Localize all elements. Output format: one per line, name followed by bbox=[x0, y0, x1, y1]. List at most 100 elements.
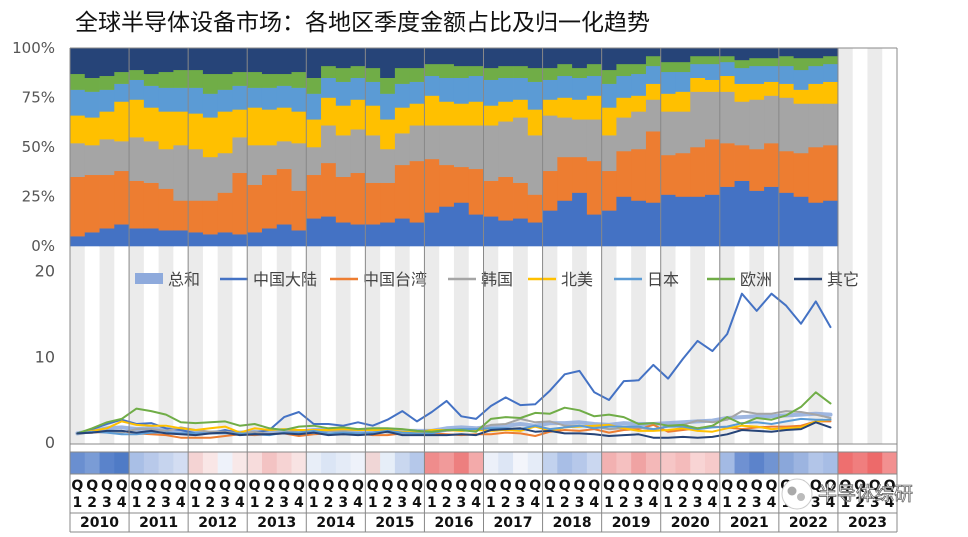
area-seg-5-q5 bbox=[143, 73, 160, 86]
quarter-letter-21: Q bbox=[382, 478, 394, 494]
heat-cell-q0 bbox=[70, 452, 86, 474]
area-seg-6-q41 bbox=[675, 48, 691, 63]
quarter-number-45: 2 bbox=[737, 495, 747, 511]
area-seg-5-q42 bbox=[690, 55, 706, 65]
heat-cell-q40 bbox=[660, 452, 676, 474]
area-seg-5-q16 bbox=[306, 77, 322, 94]
area-seg-6-q4 bbox=[129, 48, 145, 71]
area-seg-3-q48 bbox=[778, 83, 795, 98]
area-seg-0-q20 bbox=[365, 224, 381, 247]
quarter-number-39: 4 bbox=[648, 495, 658, 511]
area-seg-0-q19 bbox=[350, 224, 366, 247]
heat-cell-q21 bbox=[380, 452, 396, 474]
area-seg-4-q2 bbox=[99, 89, 115, 112]
quarter-letter-5: Q bbox=[145, 478, 157, 494]
area-seg-6-q17 bbox=[321, 48, 337, 67]
heat-cell-q7 bbox=[173, 452, 189, 474]
area-seg-6-q50 bbox=[808, 48, 824, 59]
area-seg-2-q28 bbox=[483, 125, 499, 181]
area-seg-1-q14 bbox=[276, 168, 292, 225]
area-seg-5-q22 bbox=[394, 67, 411, 84]
quarter-letter-16: Q bbox=[308, 478, 320, 494]
area-seg-5-q24 bbox=[424, 63, 440, 77]
quarter-number-11: 4 bbox=[235, 495, 245, 511]
quarter-letter-1: Q bbox=[86, 478, 98, 494]
area-seg-5-q47 bbox=[764, 57, 780, 67]
area-seg-1-q8 bbox=[188, 200, 204, 233]
area-seg-3-q21 bbox=[380, 119, 396, 150]
area-seg-1-q28 bbox=[483, 180, 499, 217]
area-seg-2-q26 bbox=[453, 125, 470, 168]
area-seg-3-q51 bbox=[823, 81, 839, 104]
area-seg-0-q41 bbox=[675, 196, 691, 247]
area-seg-4-q4 bbox=[129, 79, 145, 100]
heat-cell-q50 bbox=[808, 452, 824, 474]
area-seg-1-q20 bbox=[365, 182, 381, 225]
quarter-letter-27: Q bbox=[470, 478, 482, 494]
legend-swatch-0 bbox=[135, 273, 163, 284]
area-seg-4-q31 bbox=[527, 81, 543, 110]
heat-cell-q33 bbox=[557, 452, 573, 474]
heat-cell-q41 bbox=[675, 452, 691, 474]
area-seg-1-q2 bbox=[99, 174, 115, 229]
area-seg-4-q29 bbox=[498, 77, 514, 102]
area-seg-1-q9 bbox=[202, 200, 219, 235]
area-seg-2-q33 bbox=[557, 117, 573, 158]
area-seg-3-q44 bbox=[719, 75, 735, 92]
heat-cell-q2 bbox=[99, 452, 115, 474]
quarter-number-3: 4 bbox=[117, 495, 127, 511]
area-seg-3-q33 bbox=[557, 97, 573, 118]
heat-cell-q1 bbox=[84, 452, 100, 474]
area-seg-6-q40 bbox=[660, 48, 676, 63]
area-seg-5-q36 bbox=[601, 69, 617, 84]
area-seg-5-q37 bbox=[616, 63, 632, 77]
band-q52 bbox=[837, 48, 853, 444]
area-seg-6-q22 bbox=[394, 48, 411, 69]
area-seg-5-q50 bbox=[808, 57, 824, 67]
area-seg-3-q42 bbox=[690, 77, 706, 92]
area-seg-4-q48 bbox=[778, 65, 795, 84]
area-seg-0-q48 bbox=[778, 192, 795, 247]
area-seg-5-q20 bbox=[365, 67, 381, 82]
area-seg-6-q38 bbox=[631, 48, 647, 65]
heat-cell-q10 bbox=[217, 452, 233, 474]
stacked-area-plot bbox=[70, 48, 839, 247]
share-tick-1: 25% bbox=[22, 188, 55, 206]
area-seg-4-q11 bbox=[232, 85, 248, 110]
area-seg-6-q51 bbox=[823, 48, 839, 57]
watermark: 半导体综研 bbox=[781, 478, 913, 510]
area-seg-4-q37 bbox=[616, 75, 632, 98]
year-label-2014: 2014 bbox=[316, 515, 355, 531]
area-seg-2-q21 bbox=[380, 148, 396, 183]
area-seg-1-q5 bbox=[143, 182, 160, 229]
area-seg-5-q35 bbox=[586, 63, 603, 77]
area-seg-6-q46 bbox=[749, 48, 765, 59]
area-seg-3-q6 bbox=[158, 111, 174, 150]
quarter-letter-44: Q bbox=[721, 478, 733, 494]
area-seg-2-q22 bbox=[394, 133, 411, 166]
area-seg-1-q35 bbox=[586, 160, 603, 215]
area-seg-3-q22 bbox=[394, 107, 411, 134]
area-seg-6-q15 bbox=[291, 48, 307, 73]
area-seg-2-q35 bbox=[586, 119, 603, 162]
area-seg-3-q13 bbox=[261, 109, 278, 146]
area-seg-0-q44 bbox=[719, 186, 735, 247]
quarter-number-13: 2 bbox=[264, 495, 274, 511]
area-seg-4-q10 bbox=[217, 89, 233, 112]
heat-cell-q18 bbox=[335, 452, 351, 474]
area-seg-0-q10 bbox=[217, 232, 233, 247]
heat-cell-q13 bbox=[261, 452, 278, 474]
heat-cell-q39 bbox=[645, 452, 662, 474]
quarter-number-28: 1 bbox=[486, 495, 496, 511]
area-seg-2-q34 bbox=[572, 119, 588, 158]
area-seg-5-q14 bbox=[276, 73, 292, 86]
area-seg-4-q22 bbox=[394, 83, 411, 108]
area-seg-3-q47 bbox=[764, 81, 780, 96]
area-seg-4-q51 bbox=[823, 63, 839, 82]
area-seg-5-q21 bbox=[380, 77, 396, 94]
quarter-letter-8: Q bbox=[190, 478, 202, 494]
area-seg-6-q7 bbox=[173, 48, 189, 71]
area-seg-1-q45 bbox=[734, 145, 750, 181]
area-seg-3-q46 bbox=[749, 83, 765, 100]
area-seg-3-q49 bbox=[793, 89, 809, 104]
